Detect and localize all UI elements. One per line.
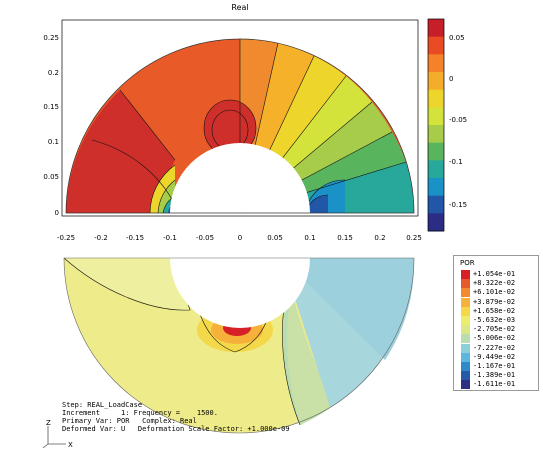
- plot-title: Real: [231, 3, 248, 12]
- colorbar-tick: -0.05: [449, 116, 467, 124]
- colorbar-tick: -0.15: [449, 201, 467, 209]
- upper-contour-field: [65, 38, 415, 214]
- step-info: Step: REAL_LoadCase Increment 1: Frequenc…: [62, 401, 290, 433]
- legend-label: +1.658e-02: [473, 306, 516, 315]
- x-tick: -0.2: [94, 234, 108, 242]
- colorbar: 0.05 0 -0.05 -0.1 -0.15: [427, 18, 467, 232]
- axis-triad-icon: Z X: [42, 419, 73, 449]
- colorbar-cell: [428, 36, 444, 55]
- lower-contour-field: [63, 257, 415, 434]
- legend-swatch: [461, 371, 470, 381]
- legend-swatch: [461, 352, 470, 362]
- colorbar-tick: -0.1: [449, 158, 463, 166]
- y-tick: 0.15: [43, 103, 59, 111]
- legend-swatch: [461, 325, 470, 335]
- x-axis-ticks: -0.25 -0.2 -0.15 -0.1 -0.05 0 0.05 0.1 0…: [57, 234, 422, 242]
- y-tick: 0: [55, 209, 59, 217]
- legend-label: +6.101e-02: [473, 288, 516, 297]
- info-deformed-var: Deformed Var: U Deformation Scale Factor…: [62, 425, 290, 433]
- legend-label: +8.322e-02: [473, 279, 516, 288]
- colorbar-tick: 0.05: [449, 34, 465, 42]
- x-tick: 0.1: [304, 234, 315, 242]
- legend-label: -9.449e-02: [473, 352, 516, 361]
- colorbar-cell: [428, 195, 444, 214]
- legend-label: -2.705e-02: [473, 325, 516, 334]
- colorbar-cell: [428, 72, 444, 91]
- colorbar-tick: 0: [449, 75, 453, 83]
- triad-x-label: X: [68, 441, 73, 449]
- legend-label: -1.611e-01: [473, 380, 516, 389]
- legend-swatch: [461, 297, 470, 307]
- x-tick: -0.15: [126, 234, 144, 242]
- y-tick: 0.1: [48, 138, 59, 146]
- legend-label: -7.227e-02: [473, 343, 516, 352]
- legend-label: -5.006e-02: [473, 334, 516, 343]
- colorbar-cell: [428, 19, 444, 38]
- x-tick: -0.1: [163, 234, 177, 242]
- colorbar-cell: [428, 213, 444, 232]
- y-axis-ticks: 0.25 0.2 0.15 0.1 0.05 0: [43, 34, 59, 217]
- colorbar-cell: [428, 178, 444, 197]
- x-tick: 0.25: [406, 234, 422, 242]
- legend-swatch: [461, 334, 470, 344]
- axes-frame: [61, 19, 419, 217]
- legend-label: -5.632e-03: [473, 316, 516, 324]
- legend-label: +1.054e-01: [473, 270, 516, 278]
- y-tick: 0.05: [43, 173, 59, 181]
- legend-swatch: [461, 316, 470, 325]
- legend-swatch: [461, 306, 470, 316]
- x-tick: 0.15: [337, 234, 353, 242]
- colorbar-cell: [428, 160, 444, 179]
- legend-swatch: [461, 279, 470, 289]
- legend-label: +3.879e-02: [473, 297, 516, 306]
- info-step: Step: REAL_LoadCase: [62, 401, 143, 409]
- x-tick: -0.25: [57, 234, 75, 242]
- legend-swatch: [461, 380, 470, 390]
- colorbar-cell: [428, 54, 444, 73]
- legend-label: -1.389e-01: [473, 371, 516, 380]
- colorbar-cell: [428, 107, 444, 126]
- colorbar-cell: [428, 142, 444, 161]
- info-primary-var: Primary Var: POR Complex: Real: [62, 417, 197, 425]
- legend-swatch: [461, 362, 470, 371]
- legend-swatch: [461, 270, 470, 279]
- x-tick: 0.05: [267, 234, 283, 242]
- colorbar-cell: [428, 89, 444, 108]
- legend-swatch: [461, 288, 470, 298]
- triad-z-label: Z: [46, 419, 51, 427]
- colorbar-cell: [428, 125, 444, 144]
- x-tick: -0.05: [196, 234, 214, 242]
- legend-swatch: [461, 343, 470, 353]
- legend-title: POR: [460, 259, 475, 267]
- x-tick: 0: [238, 234, 242, 242]
- legend-label: -1.167e-01: [473, 362, 516, 370]
- y-tick: 0.25: [43, 34, 59, 42]
- x-tick: 0.2: [374, 234, 385, 242]
- info-increment: Increment 1: Frequency = 1500.: [62, 409, 218, 417]
- y-tick: 0.2: [48, 69, 59, 77]
